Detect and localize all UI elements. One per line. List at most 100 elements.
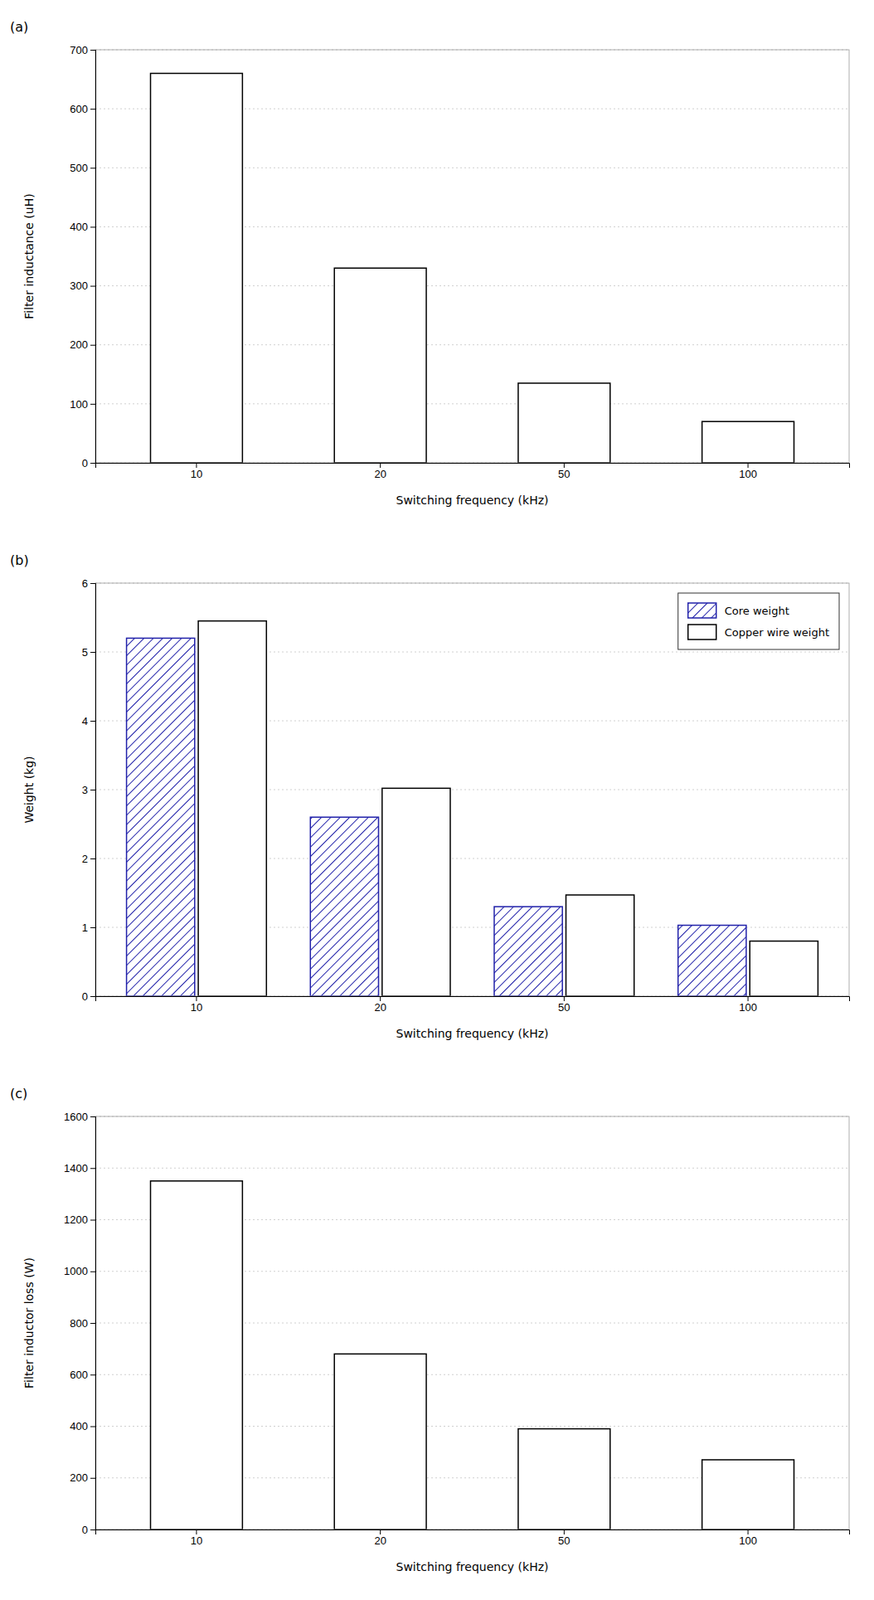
bar: [702, 1459, 795, 1530]
x-axis-title: Switching frequency (kHz): [396, 493, 549, 507]
grid: [95, 582, 850, 996]
panel-title: (b): [9, 552, 30, 569]
bars: [150, 72, 795, 463]
tick: 0: [82, 990, 96, 1003]
tick: 500: [69, 161, 96, 175]
plot-frame: [95, 49, 850, 463]
tick-mark: [90, 286, 96, 287]
tick-mark: [90, 108, 96, 110]
tick: 1: [82, 921, 96, 934]
tick-label: 50: [558, 467, 570, 481]
y-axis-title: Weight (kg): [22, 755, 36, 823]
tick-mark: [90, 1529, 96, 1530]
bars: [150, 1180, 795, 1530]
panel: 02004006008001000120014001600102050100Sw…: [9, 1085, 850, 1574]
tick-mark: [90, 582, 96, 584]
tick-label: 0: [82, 1523, 88, 1536]
bar: [702, 421, 795, 463]
tick-label: 50: [558, 1534, 570, 1547]
tick-label: 5: [82, 645, 88, 659]
grid: [95, 1116, 850, 1530]
tick: 4: [82, 714, 96, 728]
y-axis: 0 200 400 600 800 1000 1200 1400 1600: [63, 1110, 96, 1536]
tick: 1400: [63, 1161, 96, 1175]
tick-mark: [747, 1529, 749, 1535]
tick-label: 200: [69, 338, 88, 351]
bar: [334, 267, 427, 463]
tick-label: 600: [69, 1368, 88, 1381]
tick: 100: [738, 995, 758, 1014]
tick-mark: [90, 344, 96, 346]
tick-mark: [90, 1219, 96, 1221]
tick-label: 200: [69, 1471, 88, 1484]
legend-item: Copper wire weight: [688, 624, 830, 640]
legend: Core weight Copper wire weight: [678, 592, 840, 650]
panel-title: (a): [9, 19, 29, 35]
tick: 100: [69, 398, 96, 411]
tick-mark: [90, 1167, 96, 1169]
tick-label: 4: [82, 714, 88, 728]
tick: 600: [69, 1368, 96, 1381]
tick: 3: [82, 783, 96, 797]
tick-mark: [90, 651, 96, 653]
tick-label: 2: [82, 852, 88, 865]
tick-label: 100: [738, 1000, 758, 1014]
tick: 700: [69, 43, 96, 57]
bar: [126, 637, 195, 996]
tick-mark: [90, 462, 96, 464]
tick: 20: [373, 995, 386, 1014]
tick: 0: [82, 456, 96, 470]
legend-label: Core weight: [724, 604, 790, 617]
tick-mark: [90, 1374, 96, 1375]
tick: 50: [558, 462, 570, 481]
tick-label: 100: [738, 1534, 758, 1547]
tick-label: 400: [69, 220, 88, 234]
plot-frame: [95, 582, 850, 996]
tick-mark: [563, 1529, 565, 1535]
tick-mark: [563, 995, 565, 1001]
tick-label: 500: [69, 161, 88, 175]
plot-frame: [95, 1116, 850, 1530]
tick-mark: [195, 995, 197, 1001]
tick: 1200: [63, 1213, 96, 1226]
x-axis: 102050100: [96, 1529, 850, 1547]
tick-label: 6: [82, 577, 88, 590]
x-axis: 102050100: [96, 462, 850, 481]
tick-mark: [90, 858, 96, 860]
tick: 400: [69, 1419, 96, 1433]
tick: 20: [373, 462, 386, 481]
tick: 10: [190, 462, 203, 481]
bar: [198, 621, 267, 996]
bar: [566, 894, 635, 996]
tick-mark: [90, 995, 96, 997]
tick-mark: [379, 1529, 381, 1535]
x-axis-title: Switching frequency (kHz): [396, 1026, 549, 1040]
axis-line: [96, 463, 850, 469]
y-axis-title: Filter inductance (uH): [22, 193, 36, 319]
x-axis-title: Switching frequency (kHz): [396, 1559, 549, 1574]
tick-mark: [563, 462, 565, 468]
grid-line: [95, 1167, 850, 1169]
tick: 400: [69, 220, 96, 234]
legend-swatch: [688, 624, 717, 640]
tick-label: 50: [558, 1000, 570, 1014]
tick-mark: [90, 1322, 96, 1324]
bars: [126, 621, 819, 996]
tick-label: 800: [69, 1316, 88, 1330]
tick-label: 20: [373, 1534, 386, 1547]
tick-label: 1600: [63, 1110, 88, 1123]
axis-line: [90, 583, 97, 997]
tick: 100: [738, 1529, 758, 1547]
tick: 1000: [63, 1264, 96, 1278]
tick-mark: [195, 1529, 197, 1535]
tick-mark: [90, 226, 96, 228]
tick-label: 20: [373, 467, 386, 481]
axis-line: [96, 996, 850, 1002]
tick: 2: [82, 852, 96, 865]
panel-title: (c): [9, 1085, 28, 1102]
legend-frame: [678, 592, 840, 650]
tick: 6: [82, 577, 96, 590]
bar: [310, 816, 379, 996]
bar: [518, 383, 611, 463]
tick: 50: [558, 1529, 570, 1547]
